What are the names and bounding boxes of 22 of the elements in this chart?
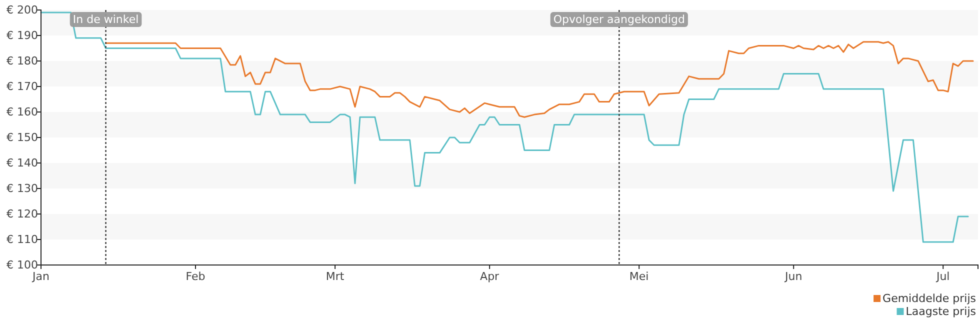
y-tick-label: € 140 xyxy=(6,156,38,170)
y-tick-label: € 160 xyxy=(6,106,38,119)
y-tick-label: € 130 xyxy=(6,182,38,196)
y-tick-label: € 110 xyxy=(6,233,38,246)
y-tick-label: € 190 xyxy=(6,29,38,42)
x-tick-label: Mei xyxy=(629,270,649,283)
x-tick-label: Jun xyxy=(784,270,802,283)
x-tick-label: Mrt xyxy=(326,270,345,283)
x-tick-label: Jul xyxy=(935,270,950,283)
x-tick-label: Apr xyxy=(480,270,500,283)
y-tick-label: € 120 xyxy=(6,208,38,221)
y-tick-label: € 170 xyxy=(6,80,38,94)
legend-label: Laagste prijs xyxy=(906,305,976,318)
y-tick-label: € 100 xyxy=(6,258,38,272)
ref-line-label: In de winkel xyxy=(72,13,139,26)
legend-label: Gemiddelde prijs xyxy=(882,292,976,305)
x-tick-label: Jan xyxy=(32,270,50,283)
y-tick-label: € 200 xyxy=(6,4,38,17)
y-tick-label: € 180 xyxy=(6,54,38,68)
x-tick-label: Feb xyxy=(186,270,206,283)
ref-line-label: Opvolger aangekondigd xyxy=(553,13,685,26)
y-tick-label: € 150 xyxy=(6,131,38,144)
